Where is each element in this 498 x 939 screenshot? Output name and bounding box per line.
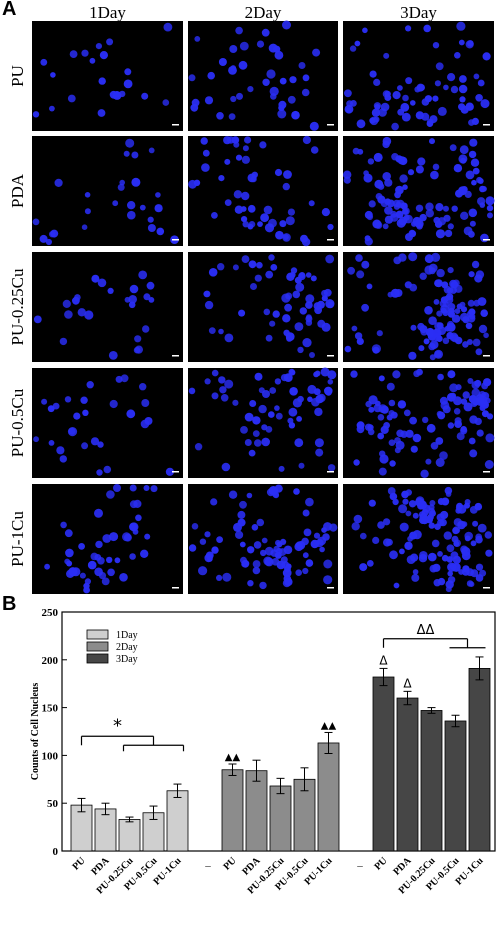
legend-swatch <box>86 629 109 640</box>
scale-bar <box>327 355 334 357</box>
bar-3day-pda <box>396 697 419 852</box>
error-bar <box>403 690 412 706</box>
scale-bar <box>327 471 334 473</box>
group-separator: – <box>204 860 211 872</box>
error-bar <box>149 805 158 820</box>
significance-marker: Δ <box>403 676 412 690</box>
scale-bar <box>327 124 334 126</box>
micrograph-pu-05cu-2day <box>188 367 338 478</box>
bar-2day-pu-1cu <box>317 742 340 852</box>
bar-chart: 0 50 100 150 200 250 Counts of Cell Nucleus PU P… <box>30 607 496 896</box>
error-bar <box>379 667 388 687</box>
error-bar <box>173 783 182 798</box>
x-tick-label: PU <box>70 855 87 872</box>
significance-bracket: ΔΔ <box>382 623 486 649</box>
micrograph-pu-05cu-3day <box>343 368 495 478</box>
error-bar <box>427 707 436 714</box>
column-label-1day: 1Day <box>89 3 126 22</box>
error-bar <box>125 816 134 823</box>
legend-label: 1Day <box>116 630 138 641</box>
bar-3day-pu-05cu <box>444 720 467 852</box>
legend-swatch <box>86 641 109 652</box>
micrograph-pu-1cu-3day <box>343 484 494 594</box>
y-axis-label: Counts of Cell Nucleus <box>30 683 41 781</box>
error-bar <box>300 767 309 792</box>
significance-marker: Δ <box>379 653 388 667</box>
micrograph-pu-05cu-1day <box>32 368 183 478</box>
bar-3day-pu-025cu <box>420 710 443 852</box>
error-bar <box>252 759 261 782</box>
micrograph-grid: 1Day 2Day 3Day PU PDA PU-0.25Cu PU-0.5Cu PU-1Cu <box>8 3 495 594</box>
y-tick-label: 200 <box>42 655 59 667</box>
error-bar <box>276 777 285 795</box>
bar-2day-pu <box>221 769 244 852</box>
legend-label: 2Day <box>116 642 138 653</box>
panel-b-label: B <box>2 593 17 615</box>
error-bar <box>475 656 484 681</box>
scale-bar <box>483 587 490 589</box>
error-bar <box>77 797 86 813</box>
scale-bar <box>327 239 334 241</box>
micrograph-pu-3day <box>343 21 494 131</box>
bar-1day-pu-1cu <box>166 790 189 852</box>
scale-bar <box>172 355 179 357</box>
bar-3day-pu <box>372 676 395 852</box>
significance-label: * <box>113 715 122 736</box>
row-label-pu: PU <box>8 65 27 87</box>
error-bar <box>228 763 237 776</box>
significance-bracket: * <box>80 715 185 752</box>
micrograph-pu-025cu-2day <box>188 252 338 362</box>
scale-bar <box>483 239 490 241</box>
significance-marker: ▲▲ <box>225 752 241 763</box>
micrograph-pu-2day <box>188 20 338 131</box>
micrograph-pu-025cu-3day <box>343 252 494 362</box>
micrograph-pda-1day <box>32 136 183 246</box>
bar-3day-pu-1cu <box>468 668 491 852</box>
error-bar <box>324 731 333 754</box>
row-label-pda: PDA <box>8 173 27 208</box>
column-label-2day: 2Day <box>245 3 282 22</box>
micrograph-pu-1cu-2day <box>188 484 338 594</box>
scale-bar <box>483 471 490 473</box>
group-separator: – <box>356 860 363 872</box>
legend-swatch <box>86 653 109 664</box>
scale-bar <box>483 124 490 126</box>
row-label-pu-1cu: PU-1Cu <box>8 511 27 567</box>
micrograph-pu-1day <box>32 21 183 131</box>
row-label-pu-025cu: PU-0.25Cu <box>8 268 27 345</box>
bar-1day-pda <box>94 808 117 852</box>
x-tick-label: PU <box>372 855 389 872</box>
y-tick-label: 250 <box>42 607 59 619</box>
scale-bar <box>172 124 179 126</box>
scale-bar <box>172 239 179 241</box>
micrograph-pu-1cu-1day <box>32 484 183 594</box>
bar-2day-pda <box>245 770 268 852</box>
column-label-3day: 3Day <box>400 3 437 22</box>
bar-2day-pu-025cu <box>269 785 292 852</box>
y-tick-label: 100 <box>42 750 59 762</box>
y-tick-label: 0 <box>53 846 59 858</box>
significance-marker: ▲▲ <box>321 720 337 731</box>
y-tick-label: 50 <box>47 798 59 810</box>
significance-label: ΔΔ <box>417 623 435 638</box>
error-bar <box>101 802 110 816</box>
micrograph-pu-025cu-1day <box>32 252 183 362</box>
micrograph-pda-3day <box>343 136 495 246</box>
panel-a-label: A <box>2 0 17 20</box>
x-tick-label: PU <box>221 855 238 872</box>
row-label-pu-05cu: PU-0.5Cu <box>8 388 27 457</box>
scale-bar <box>172 471 179 473</box>
micrograph-pda-2day <box>188 135 338 247</box>
scale-bar <box>483 355 490 357</box>
bar-1day-pu-025cu <box>118 819 141 852</box>
y-tick-label: 150 <box>42 703 59 715</box>
scale-bar <box>172 587 179 589</box>
legend-label: 3Day <box>116 654 138 665</box>
error-bar <box>451 714 460 728</box>
scale-bar <box>327 587 334 589</box>
